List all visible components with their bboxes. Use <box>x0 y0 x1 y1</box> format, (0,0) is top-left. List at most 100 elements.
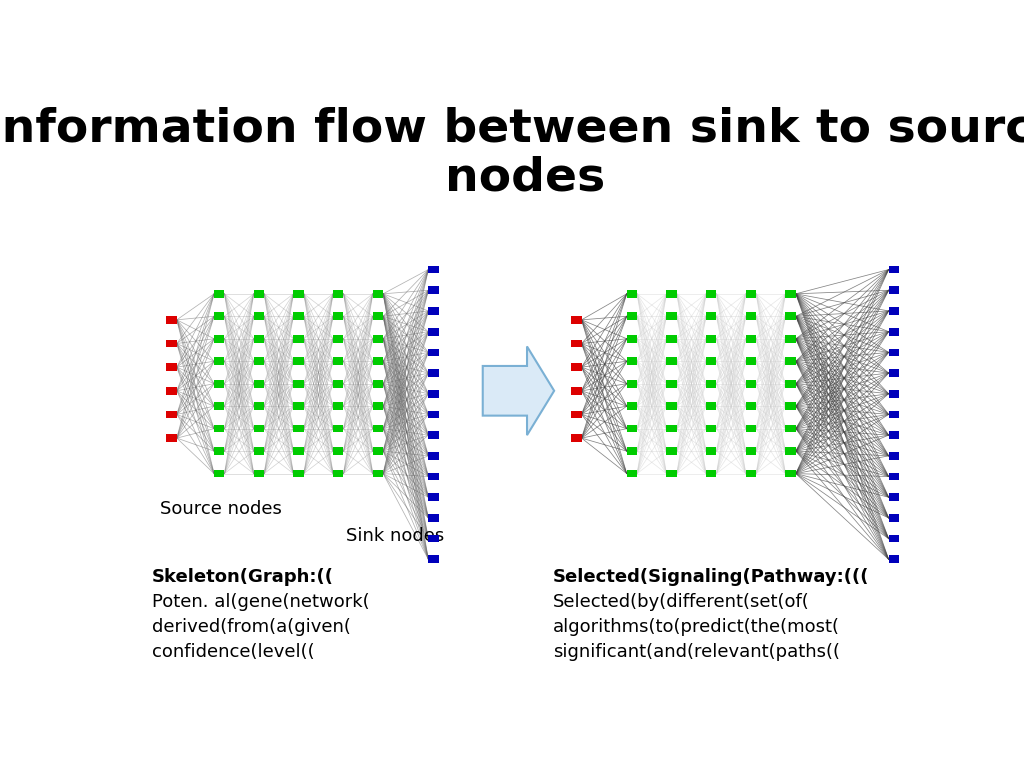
Bar <box>294 425 304 432</box>
Bar <box>785 425 796 432</box>
Bar <box>889 555 899 563</box>
Bar <box>333 290 343 298</box>
Bar <box>667 357 677 365</box>
Bar <box>294 380 304 388</box>
Bar <box>745 402 756 410</box>
Bar <box>294 402 304 410</box>
Bar <box>333 335 343 343</box>
Bar <box>214 290 224 298</box>
Bar <box>889 535 899 542</box>
Bar <box>707 380 717 388</box>
Bar <box>707 447 717 455</box>
Bar <box>627 425 637 432</box>
Bar <box>214 357 224 365</box>
Bar <box>373 290 383 298</box>
Bar <box>254 313 264 320</box>
Bar <box>571 339 582 347</box>
Bar <box>707 335 717 343</box>
Bar <box>707 470 717 478</box>
Bar <box>889 266 899 273</box>
Bar <box>707 425 717 432</box>
Text: Skeleton(Graph:((: Skeleton(Graph:(( <box>152 568 334 586</box>
Bar <box>167 363 177 371</box>
Bar <box>333 425 343 432</box>
Polygon shape <box>482 346 554 435</box>
Bar <box>428 286 438 294</box>
Bar <box>254 402 264 410</box>
Text: derived(from(a(given(: derived(from(a(given( <box>152 618 350 636</box>
Text: significant(and(relevant(paths((: significant(and(relevant(paths(( <box>553 643 840 660</box>
Bar <box>214 425 224 432</box>
Bar <box>428 307 438 315</box>
Text: Selected(Signaling(Pathway:(((: Selected(Signaling(Pathway:((( <box>553 568 869 586</box>
Bar <box>627 313 637 320</box>
Bar <box>428 369 438 377</box>
Bar <box>889 432 899 439</box>
Bar <box>667 380 677 388</box>
Bar <box>294 335 304 343</box>
Bar <box>333 402 343 410</box>
Bar <box>785 470 796 478</box>
Bar <box>214 313 224 320</box>
Bar <box>294 470 304 478</box>
Bar <box>571 434 582 442</box>
Bar <box>745 380 756 388</box>
Bar <box>254 470 264 478</box>
Bar <box>889 349 899 356</box>
Bar <box>707 313 717 320</box>
Bar <box>254 447 264 455</box>
Bar <box>333 470 343 478</box>
Bar <box>667 447 677 455</box>
Text: Sink nodes: Sink nodes <box>346 527 444 545</box>
Bar <box>428 452 438 460</box>
Bar <box>373 470 383 478</box>
Text: Selected(by(different(set(of(: Selected(by(different(set(of( <box>553 593 809 611</box>
Bar <box>707 357 717 365</box>
Bar <box>571 363 582 371</box>
Bar <box>889 307 899 315</box>
Bar <box>627 447 637 455</box>
Bar <box>745 357 756 365</box>
Bar <box>707 290 717 298</box>
Bar <box>667 425 677 432</box>
Bar <box>627 470 637 478</box>
Bar <box>428 328 438 336</box>
Bar <box>373 335 383 343</box>
Bar <box>745 313 756 320</box>
Bar <box>627 357 637 365</box>
Bar <box>785 402 796 410</box>
Bar <box>428 555 438 563</box>
Bar <box>294 313 304 320</box>
Bar <box>785 447 796 455</box>
Bar <box>254 290 264 298</box>
Text: Poten. al(gene(network(: Poten. al(gene(network( <box>152 593 370 611</box>
Bar <box>707 402 717 410</box>
Bar <box>214 402 224 410</box>
Bar <box>745 425 756 432</box>
Bar <box>254 357 264 365</box>
Bar <box>373 357 383 365</box>
Bar <box>428 493 438 501</box>
Bar <box>745 290 756 298</box>
Bar <box>333 380 343 388</box>
Bar <box>167 387 177 395</box>
Bar <box>889 472 899 481</box>
Bar <box>294 357 304 365</box>
Text: Source nodes: Source nodes <box>160 500 282 518</box>
Bar <box>889 390 899 398</box>
Bar <box>889 493 899 501</box>
Bar <box>254 380 264 388</box>
Bar <box>889 514 899 521</box>
Bar <box>785 313 796 320</box>
Bar <box>373 313 383 320</box>
Bar <box>667 290 677 298</box>
Bar <box>627 335 637 343</box>
Bar <box>214 335 224 343</box>
Bar <box>373 380 383 388</box>
Bar <box>254 425 264 432</box>
Bar <box>627 380 637 388</box>
Bar <box>667 313 677 320</box>
Text: algorithms(to(predict(the(most(: algorithms(to(predict(the(most( <box>553 618 840 636</box>
Bar <box>294 290 304 298</box>
Bar <box>428 349 438 356</box>
